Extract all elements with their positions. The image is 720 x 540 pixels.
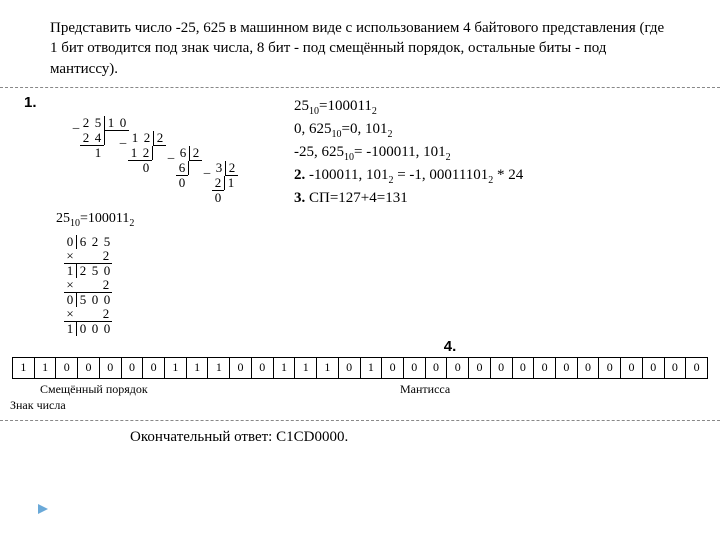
conv-line-3: -25, 62510= -100011, 1012 <box>294 142 700 165</box>
bit-cell-27: 0 <box>599 357 621 378</box>
division-block: _2510 24_122 112_62 06_32 021 0 <box>72 116 284 205</box>
task-header: Представить число -25, 625 в машинном ви… <box>0 0 720 88</box>
bit-cell-24: 0 <box>534 357 556 378</box>
bit-cell-18: 0 <box>403 357 425 378</box>
bit-cell-31: 0 <box>686 357 708 378</box>
conv-line-2: 0, 62510=0, 1012 <box>294 119 700 142</box>
conv-line-5: 3. СП=127+4=131 <box>294 188 700 209</box>
bit-cell-28: 0 <box>621 357 643 378</box>
bit-cell-19: 0 <box>425 357 447 378</box>
bit-cell-17: 0 <box>382 357 404 378</box>
bit-cell-14: 1 <box>317 357 339 378</box>
bit-cell-16: 1 <box>360 357 382 378</box>
final-answer: Окончательный ответ: C1CD0000. <box>0 429 720 446</box>
bits-table: 11000001110011101000000000000000 <box>12 357 708 379</box>
bit-cell-0: 1 <box>13 357 35 378</box>
bit-cell-29: 0 <box>642 357 664 378</box>
step-4-label: 4. <box>0 338 720 355</box>
bit-cell-8: 1 <box>186 357 208 378</box>
bit-cell-30: 0 <box>664 357 686 378</box>
bit-cell-6: 0 <box>143 357 165 378</box>
bit-cell-23: 0 <box>512 357 534 378</box>
bit-cell-9: 1 <box>208 357 230 378</box>
bit-cell-11: 0 <box>251 357 273 378</box>
multiplication-block: 0625 ×2 1250 ×2 0500 ×2 1000 <box>64 235 284 336</box>
right-column: 2510=1000112 0, 62510=0, 1012 -25, 62510… <box>284 94 700 336</box>
bit-cell-26: 0 <box>577 357 599 378</box>
bit-cell-1: 1 <box>34 357 56 378</box>
bit-cell-4: 0 <box>99 357 121 378</box>
bit-cell-10: 0 <box>230 357 252 378</box>
bit-cell-13: 1 <box>295 357 317 378</box>
conv-line-4: 2. -100011, 1012 = -1, 000111012 * 24 <box>294 165 700 188</box>
left-column: 1. _2510 24_122 112_62 06_32 021 0 2510=… <box>24 94 284 336</box>
task-text: Представить число -25, 625 в машинном ви… <box>50 20 664 77</box>
bit-cell-22: 0 <box>490 357 512 378</box>
bit-cell-25: 0 <box>555 357 577 378</box>
conv-line-1: 2510=1000112 <box>294 96 700 119</box>
bit-cell-2: 0 <box>56 357 78 378</box>
step-1-label: 1. <box>24 94 37 111</box>
bit-cell-15: 0 <box>338 357 360 378</box>
sign-label: Знак числа <box>10 398 66 413</box>
bit-cell-21: 0 <box>469 357 491 378</box>
exponent-label: Смещённый порядок <box>40 382 148 397</box>
int-conversion: 2510=1000112 <box>56 211 284 229</box>
bit-cell-12: 1 <box>273 357 295 378</box>
arrow-icon <box>38 504 48 514</box>
mantissa-label: Мантисса <box>400 382 450 397</box>
bit-cell-3: 0 <box>78 357 100 378</box>
bit-cell-7: 1 <box>165 357 187 378</box>
bit-labels: Смещённый порядок Знак числа Мантисса <box>0 382 720 421</box>
bit-cell-20: 0 <box>447 357 469 378</box>
bit-cell-5: 0 <box>121 357 143 378</box>
